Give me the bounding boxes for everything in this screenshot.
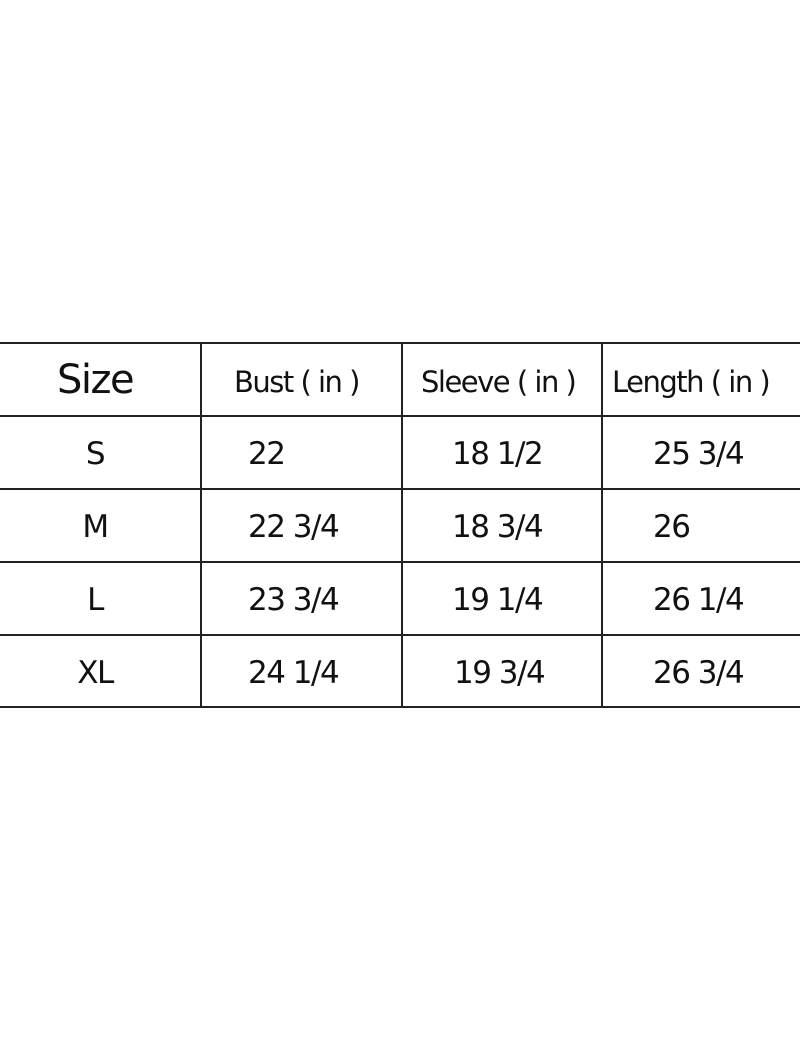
- row-divider: [0, 488, 800, 490]
- length-cell: 26: [653, 509, 691, 545]
- size-cell: M: [82, 509, 109, 545]
- bust-cell: 23 3/4: [248, 582, 340, 618]
- size-cell: XL: [77, 655, 114, 691]
- size-cell: L: [87, 582, 104, 618]
- header-sleeve: Sleeve ( in ): [421, 365, 577, 399]
- column-divider: [601, 343, 603, 708]
- row-divider: [0, 415, 800, 417]
- row-divider: [0, 561, 800, 563]
- sleeve-cell: 19 1/4: [452, 582, 544, 618]
- sleeve-cell: 18 3/4: [452, 509, 544, 545]
- sleeve-cell: 18 1/2: [452, 436, 544, 472]
- sleeve-cell: 19 3/4: [454, 655, 546, 691]
- column-divider: [200, 343, 202, 708]
- table-border: [0, 342, 800, 344]
- header-size: Size: [56, 357, 135, 403]
- length-cell: 25 3/4: [653, 436, 745, 472]
- length-cell: 26 3/4: [653, 655, 745, 691]
- header-bust: Bust ( in ): [234, 365, 360, 399]
- bust-cell: 22: [248, 436, 286, 472]
- size-cell: S: [85, 436, 106, 472]
- bust-cell: 22 3/4: [248, 509, 340, 545]
- row-divider: [0, 634, 800, 636]
- bust-cell: 24 1/4: [248, 655, 340, 691]
- header-length: Length ( in ): [612, 365, 771, 399]
- table-border: [0, 706, 800, 708]
- length-cell: 26 1/4: [653, 582, 745, 618]
- column-divider: [401, 343, 403, 708]
